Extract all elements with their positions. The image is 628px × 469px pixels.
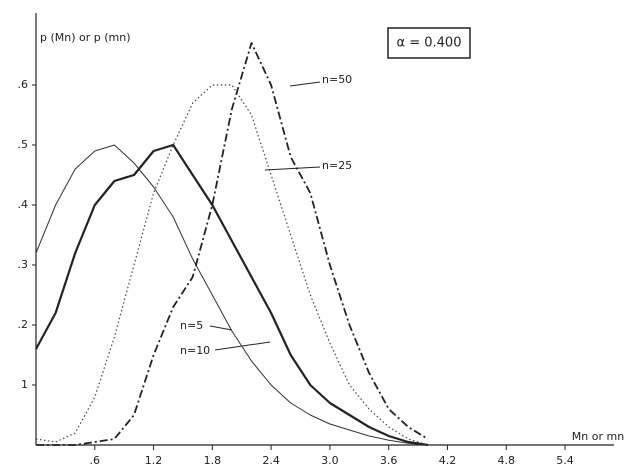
series-label: n=10	[180, 344, 210, 357]
series-label: n=50	[322, 73, 352, 86]
x-tick-label: 4.8	[497, 454, 515, 467]
x-tick-label: 2.4	[262, 454, 280, 467]
y-tick-label: .2	[18, 318, 29, 331]
x-axis-label: Mn or mn	[572, 430, 624, 443]
y-tick-label: .6	[18, 78, 29, 91]
label-arrow	[289, 81, 321, 87]
series-label: n=5	[180, 319, 203, 332]
x-tick-label: 1.2	[145, 454, 163, 467]
series-line	[35, 84, 429, 446]
y-tick-label: .5	[18, 138, 29, 151]
label-arrow	[214, 341, 271, 351]
y-tick-label: .4	[18, 198, 29, 211]
x-tick-label: 5.4	[556, 454, 574, 467]
label-arrow	[209, 325, 233, 331]
x-tick-label: 4.2	[439, 454, 457, 467]
annotation: α = 0.400	[397, 36, 462, 51]
y-tick-label: 1	[21, 378, 28, 391]
series-line	[36, 42, 429, 446]
x-tick-label: .6	[90, 454, 101, 467]
annotation-box	[387, 27, 471, 59]
y-axis-label: p (Mn) or p (mn)	[40, 31, 131, 44]
y-tick-label: .3	[18, 258, 29, 271]
x-tick-label: 1.8	[204, 454, 222, 467]
series-label: n=25	[322, 159, 352, 172]
x-tick-label: 3.0	[321, 454, 339, 467]
series-line	[35, 144, 428, 446]
series-line	[35, 143, 429, 447]
x-tick-label: 3.6	[380, 454, 398, 467]
label-arrow	[264, 166, 321, 171]
